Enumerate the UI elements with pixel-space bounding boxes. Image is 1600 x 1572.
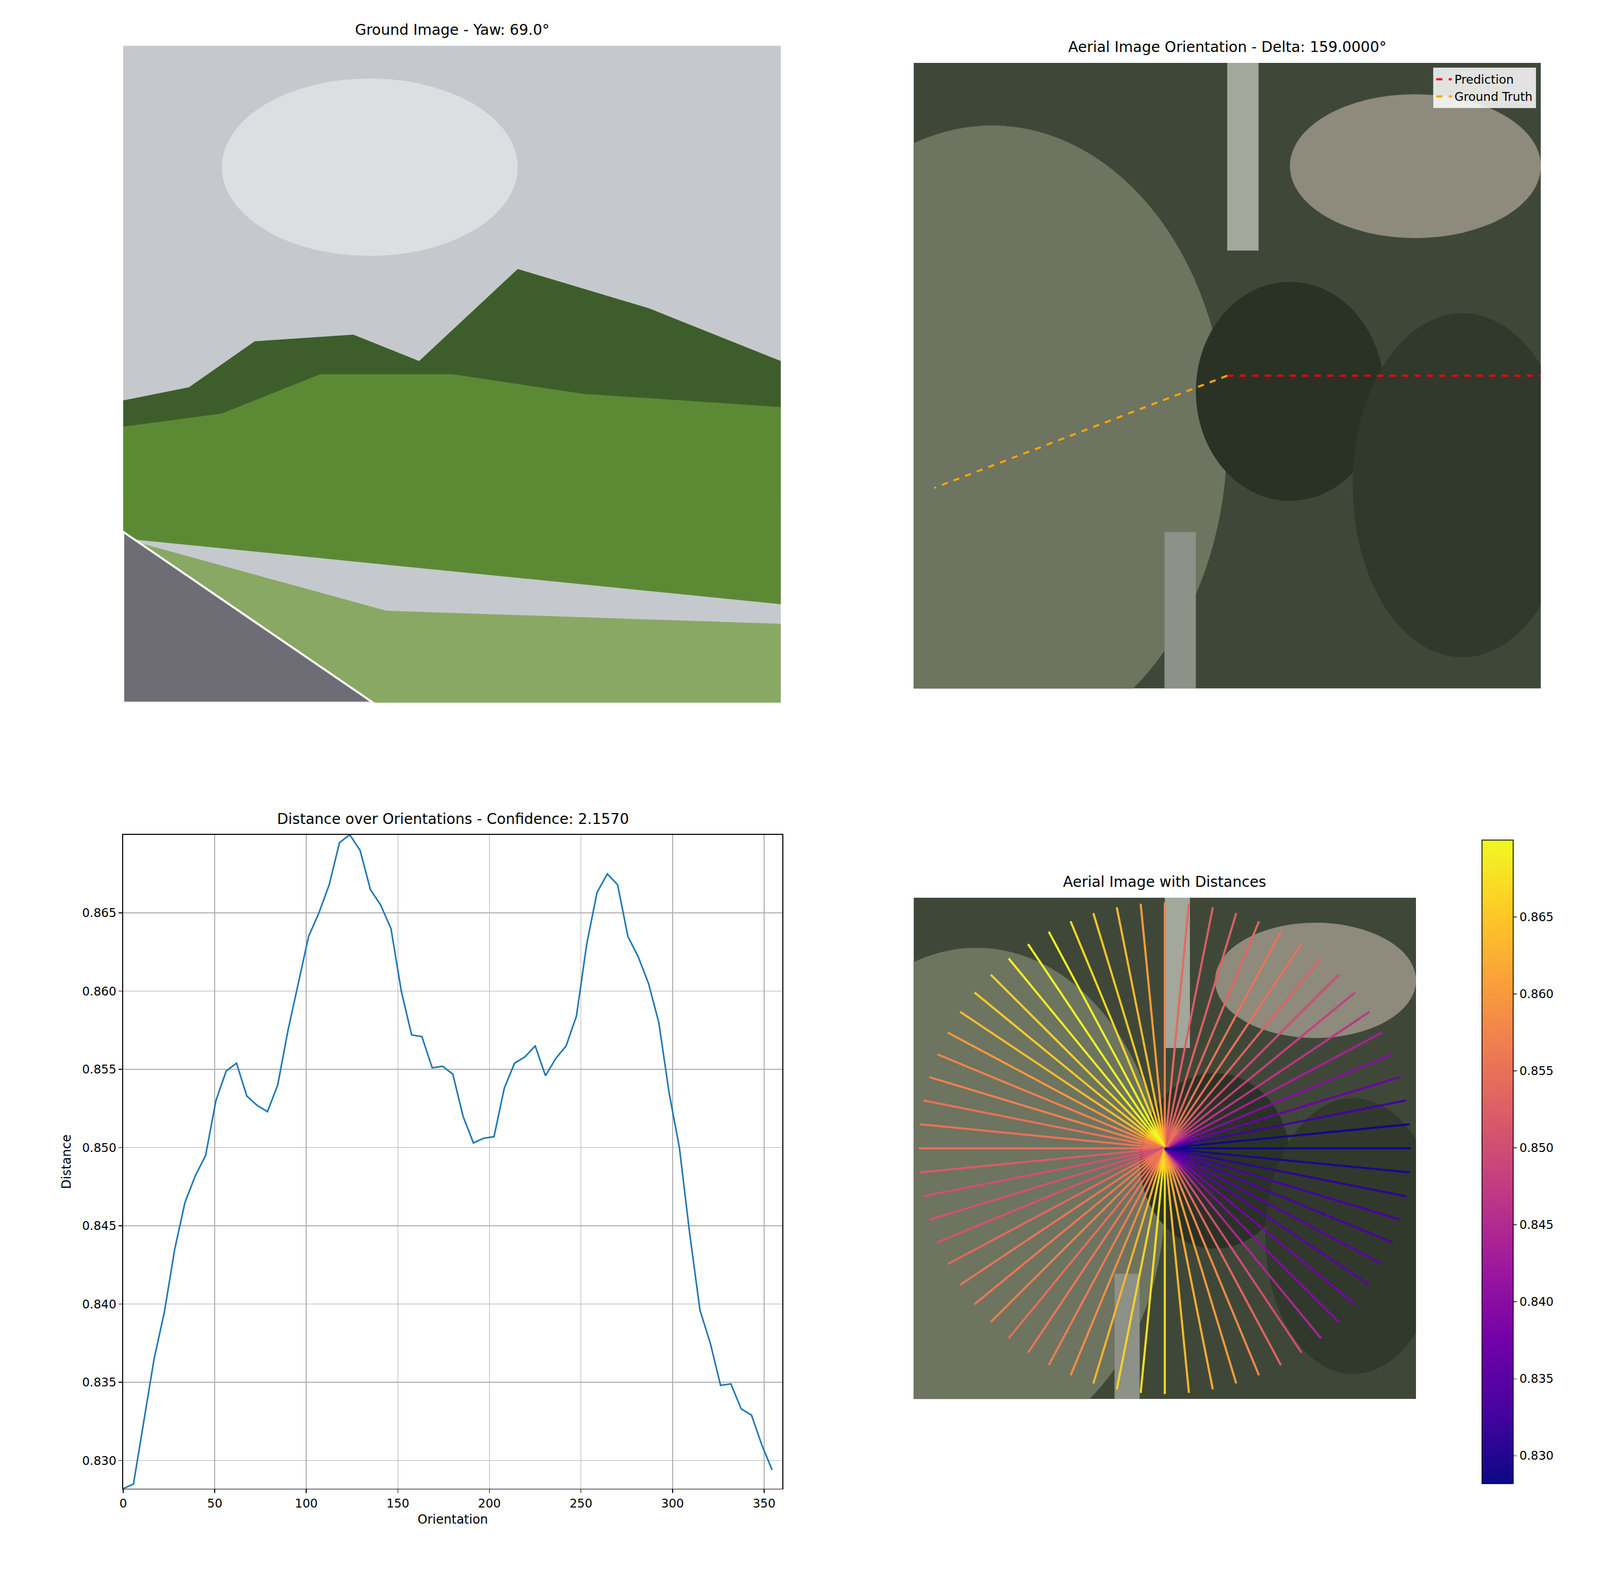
svg-text:0.855: 0.855 bbox=[82, 1062, 117, 1077]
svg-text:0.855: 0.855 bbox=[1519, 1064, 1554, 1078]
svg-text:50: 50 bbox=[206, 1496, 222, 1511]
svg-text:0.840: 0.840 bbox=[1519, 1294, 1554, 1309]
svg-text:0.850: 0.850 bbox=[82, 1141, 117, 1155]
svg-text:0.845: 0.845 bbox=[82, 1218, 117, 1233]
svg-text:350: 350 bbox=[752, 1496, 776, 1511]
svg-text:Aerial Image with Distances: Aerial Image with Distances bbox=[1063, 873, 1267, 891]
svg-text:0.860: 0.860 bbox=[82, 984, 117, 999]
svg-text:Distance over Orientations - C: Distance over Orientations - Confidence:… bbox=[277, 810, 629, 828]
svg-text:0.850: 0.850 bbox=[1519, 1141, 1554, 1155]
svg-text:100: 100 bbox=[294, 1496, 318, 1511]
svg-text:0.835: 0.835 bbox=[82, 1375, 117, 1389]
svg-text:250: 250 bbox=[569, 1496, 593, 1511]
svg-text:Prediction: Prediction bbox=[1454, 72, 1514, 87]
svg-text:0.830: 0.830 bbox=[1519, 1448, 1554, 1463]
svg-text:200: 200 bbox=[478, 1496, 502, 1511]
svg-text:0.835: 0.835 bbox=[1519, 1371, 1554, 1386]
svg-text:0.845: 0.845 bbox=[1519, 1217, 1554, 1232]
svg-text:0.860: 0.860 bbox=[1519, 987, 1554, 1001]
svg-text:Distance: Distance bbox=[59, 1134, 74, 1189]
svg-text:Orientation: Orientation bbox=[417, 1512, 489, 1527]
svg-text:0.865: 0.865 bbox=[82, 906, 117, 920]
svg-text:Aerial Image Orientation - Del: Aerial Image Orientation - Delta: 159.00… bbox=[1068, 38, 1387, 56]
svg-text:0: 0 bbox=[119, 1496, 128, 1511]
svg-text:300: 300 bbox=[661, 1496, 685, 1511]
svg-text:150: 150 bbox=[386, 1496, 410, 1511]
svg-text:0.830: 0.830 bbox=[82, 1453, 117, 1468]
svg-text:Ground Image - Yaw: 69.0°: Ground Image - Yaw: 69.0° bbox=[355, 21, 550, 39]
svg-text:0.865: 0.865 bbox=[1519, 910, 1554, 924]
svg-text:0.840: 0.840 bbox=[82, 1297, 117, 1311]
svg-text:Ground Truth: Ground Truth bbox=[1454, 89, 1533, 104]
